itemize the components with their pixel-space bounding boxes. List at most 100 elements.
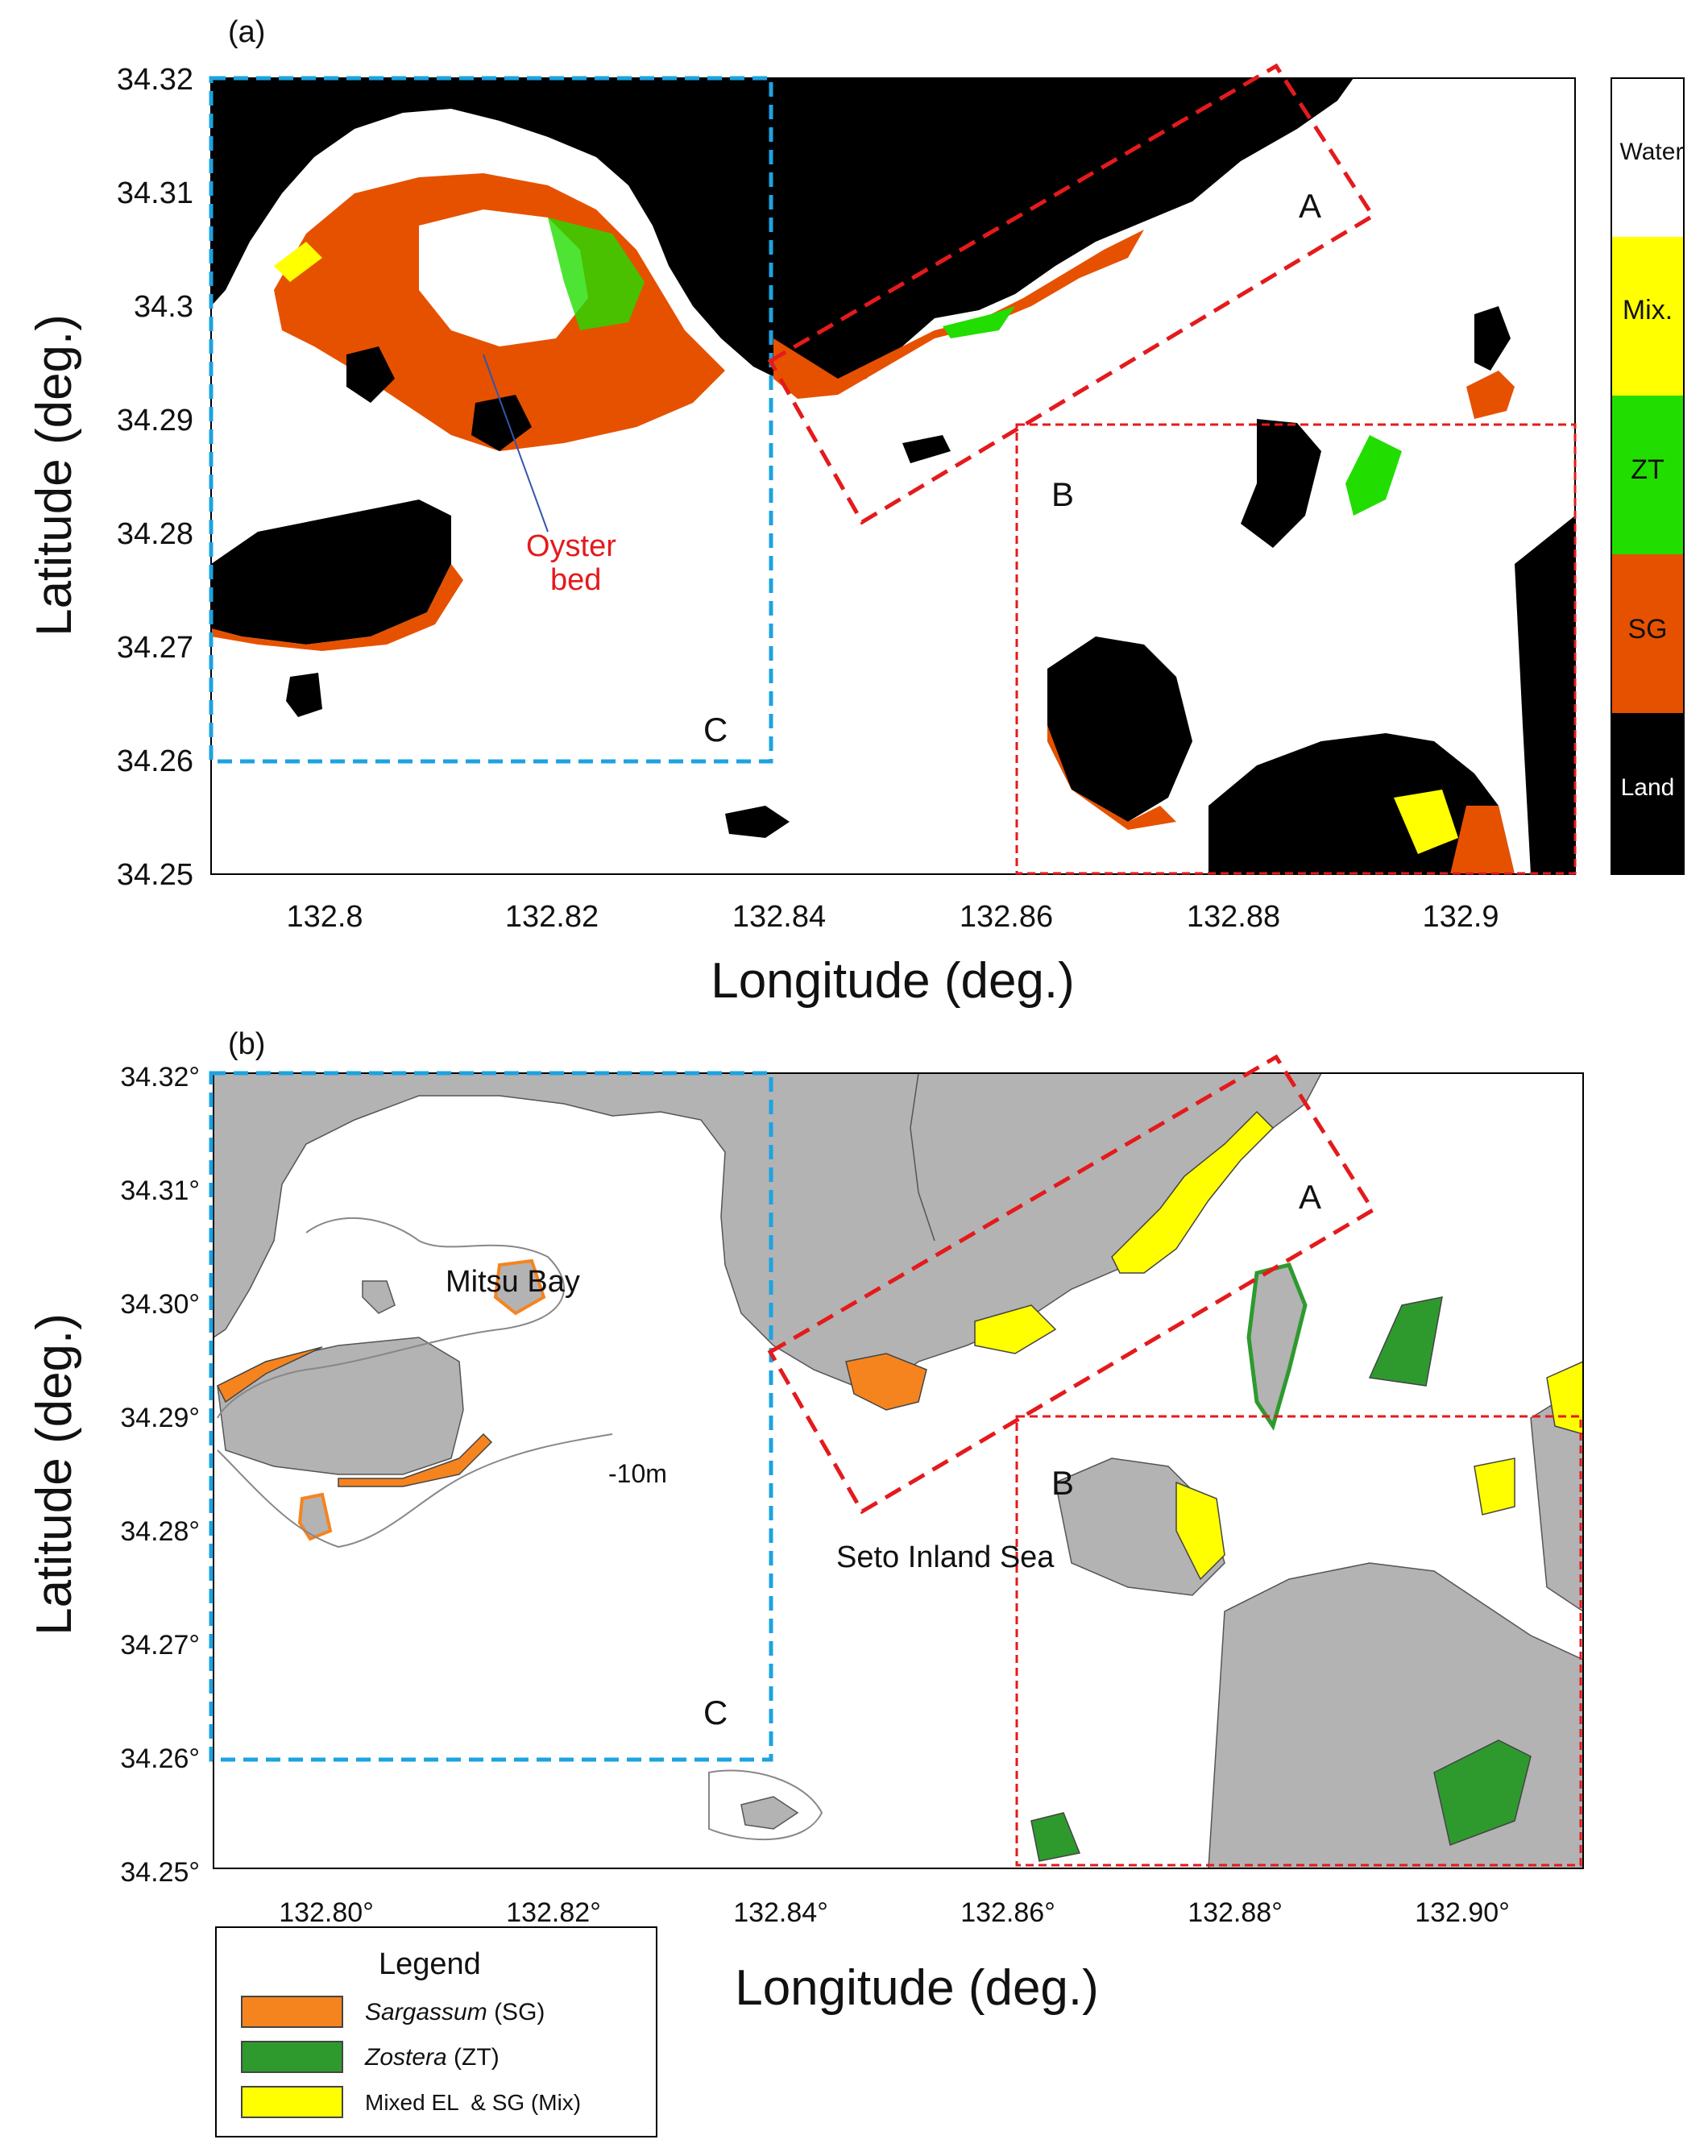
box-c-a	[209, 76, 773, 764]
legend-swatch-zt	[241, 2041, 343, 2073]
colorbar-mix	[1611, 237, 1684, 396]
xtick-b-1: 132.82°	[506, 1897, 601, 1928]
zt-bay	[548, 218, 645, 330]
contour-south	[708, 1769, 823, 1841]
box-a-label-a: A	[1299, 187, 1321, 225]
ytick-b-1: 34.31°	[120, 1175, 200, 1206]
land-north	[211, 78, 1354, 395]
ytick-a-7: 34.25	[117, 858, 193, 892]
box-a-a	[767, 63, 1376, 525]
xtick-a-2: 132.84	[732, 900, 826, 934]
ytick-a-0: 34.32	[117, 63, 193, 97]
ytick-b-0: 34.32°	[120, 1062, 200, 1093]
colorbar-zt	[1611, 396, 1684, 554]
legend-swatch-mix	[241, 2086, 343, 2118]
island-b-b1	[1246, 1263, 1308, 1431]
mix-b-4	[1394, 790, 1458, 854]
contour-bay	[217, 1217, 565, 1419]
island-bay-1	[346, 346, 395, 403]
legend-item-sg-suffix: (SG)	[487, 1999, 545, 2025]
island-east-1	[1474, 306, 1511, 371]
legend-item-mix-suffix: (Mix)	[524, 2090, 581, 2115]
contour-label: -10m	[608, 1459, 667, 1488]
cbar-label-zt: ZT	[1631, 454, 1664, 485]
sg-sw	[211, 564, 463, 651]
legend: Legend Sargassum (SG) Zostera (ZT) Mixed…	[215, 1926, 657, 2137]
cbar-label-mix: Mix.	[1623, 295, 1673, 325]
xlabel-b: Longitude (deg.)	[735, 1960, 1099, 2016]
box-b-label-a: B	[1051, 475, 1074, 513]
xtick-b-2: 132.84°	[733, 1897, 828, 1928]
colorbar-sg	[1611, 554, 1684, 713]
ylabel-b: Latitude (deg.)	[27, 1313, 82, 1636]
legend-item-sg: Sargassum (SG)	[365, 1999, 545, 2025]
legend-item-mix-name: Mixed EL & SG	[365, 2090, 524, 2115]
legend-item-mix: Mixed EL & SG (Mix)	[365, 2090, 581, 2115]
sg-b-4	[1450, 806, 1515, 874]
panel-b-yaxis: 34.32° 34.31° 34.30° 34.29° 34.28° 34.27…	[120, 1062, 200, 1888]
bay-b-water	[282, 1116, 733, 1337]
island-b-4	[1515, 516, 1575, 874]
box-a-label-b: A	[1299, 1178, 1321, 1216]
xtick-b-5: 132.90°	[1415, 1897, 1510, 1928]
sg-b-2	[1047, 725, 1176, 830]
oyster-label-2: bed	[550, 563, 601, 597]
box-c-label-b: C	[703, 1694, 728, 1731]
legend-item-zt-name: Zostera	[364, 2044, 447, 2071]
ytick-a-1: 34.31	[117, 176, 193, 210]
zt-b-b7	[1030, 1812, 1081, 1862]
legend-item-zt-suffix: (ZT)	[447, 2044, 500, 2071]
place-mitsu-bay: Mitsu Bay	[446, 1265, 580, 1299]
legend-item-sg-name: Sargassum	[365, 1999, 487, 2025]
island-b-sw-small	[297, 1492, 333, 1541]
sg-northeast	[773, 230, 1144, 399]
colorbar-land	[1611, 713, 1684, 874]
panel-a-yaxis: 34.32 34.31 34.3 34.29 34.28 34.27 34.26…	[117, 63, 193, 892]
zt-b-b4	[1433, 1739, 1532, 1847]
mix-b-b6	[1474, 1457, 1515, 1515]
box-b-label-b: B	[1051, 1464, 1074, 1502]
legend-item-zt: Zostera (ZT)	[364, 2044, 500, 2071]
ylabel-a: Latitude (deg.)	[27, 314, 82, 636]
island-bay-2	[471, 395, 532, 451]
panel-a-xaxis: 132.8 132.82 132.84 132.86 132.88 132.9	[286, 900, 1499, 934]
ytick-b-2: 34.30°	[120, 1289, 200, 1320]
mix-bay	[274, 242, 322, 282]
ytick-a-2: 34.3	[134, 290, 193, 324]
legend-swatch-sg	[241, 1996, 343, 2028]
xlabel-a: Longitude (deg.)	[711, 953, 1075, 1009]
island-b-2	[1047, 636, 1192, 822]
place-seto-inland-sea: Seto Inland Sea	[836, 1540, 1055, 1574]
island-b-sw	[217, 1337, 464, 1475]
ytick-a-5: 34.27	[117, 631, 193, 665]
zt-northeast	[943, 306, 1015, 338]
sg-b-coast	[845, 1353, 927, 1411]
ytick-b-7: 34.25°	[120, 1857, 200, 1888]
xtick-b-3: 132.86°	[960, 1897, 1055, 1928]
island-sw	[211, 500, 451, 645]
oyster-leader	[483, 354, 549, 533]
ytick-a-4: 34.28	[117, 517, 193, 551]
xtick-a-0: 132.8	[286, 900, 363, 934]
panel-b-map	[214, 1073, 1583, 1868]
legend-title: Legend	[379, 1947, 481, 1981]
island-sw-small	[286, 673, 322, 717]
island-south-c	[725, 806, 790, 838]
oyster-label-1: Oyster	[526, 529, 616, 563]
mix-b-coast-2	[974, 1304, 1057, 1354]
cbar-label-sg: SG	[1627, 614, 1667, 645]
panel-b-xaxis: 132.80° 132.82° 132.84° 132.86° 132.88° …	[279, 1897, 1510, 1928]
colorbar: Water Mix. ZT SG Land	[1611, 77, 1685, 875]
xtick-a-1: 132.82	[505, 900, 599, 934]
island-east-top	[1466, 371, 1515, 419]
xtick-b-4: 132.88°	[1188, 1897, 1283, 1928]
ytick-b-3: 34.29°	[120, 1403, 200, 1433]
colorbar-water	[1611, 78, 1684, 237]
island-b-1	[1241, 419, 1321, 548]
contour-outer	[217, 1433, 613, 1549]
zt-b-1	[1345, 435, 1402, 516]
ytick-b-6: 34.26°	[120, 1743, 200, 1774]
cbar-label-land: Land	[1621, 774, 1675, 801]
panel-a-label: (a)	[228, 15, 265, 49]
